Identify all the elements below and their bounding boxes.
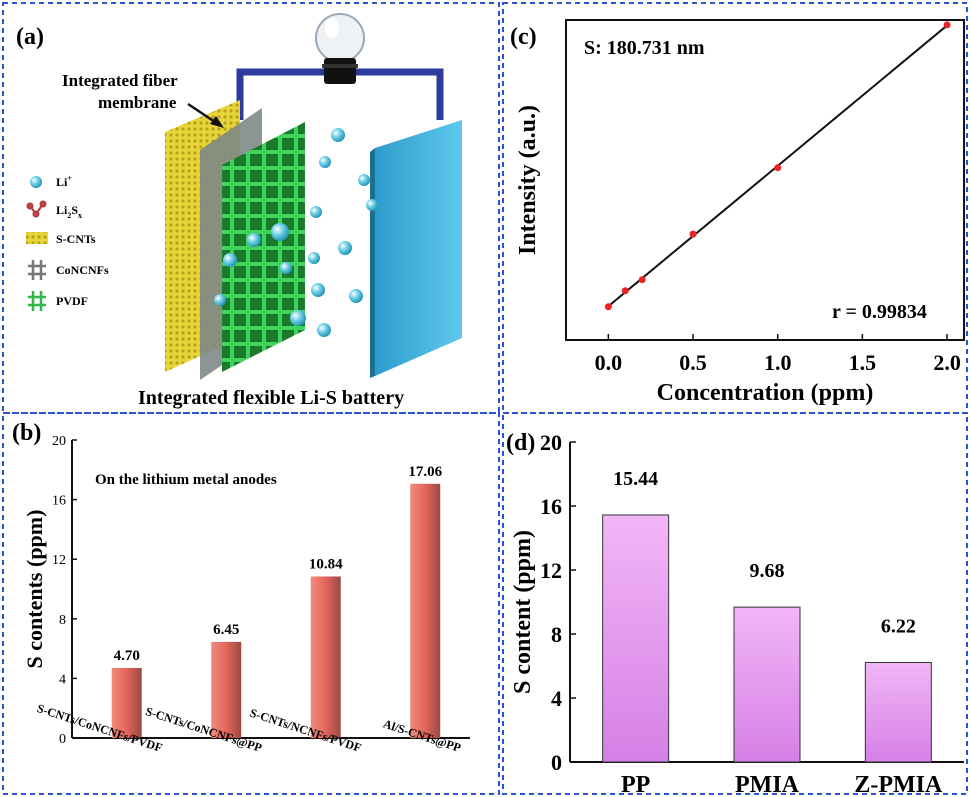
data-label: 10.84 (309, 556, 343, 572)
panel-a-tag: (a) (16, 24, 44, 50)
y-axis-label: Intensity (a.u.) (515, 105, 541, 255)
y-tick-label: 8 (59, 613, 66, 628)
y-tick-label: 16 (540, 494, 562, 519)
bar (211, 641, 242, 738)
data-point (638, 276, 646, 284)
data-label: 4.70 (114, 648, 140, 664)
legend-pvdf-label: PVDF (56, 294, 88, 308)
panel-a: (a) (16, 13, 462, 409)
y-tick-label: 20 (540, 430, 562, 455)
callout-line-2: membrane (98, 93, 177, 112)
data-label: 17.06 (408, 464, 442, 480)
pvdf-grid-icon (28, 291, 46, 311)
concnfs-grid-icon (28, 260, 46, 280)
bar (733, 606, 801, 763)
callout-arrowhead (210, 116, 224, 128)
category-label: PMIA (735, 772, 800, 797)
x-tick-label: 0.5 (679, 350, 707, 375)
panel-a-caption: Integrated flexible Li-S battery (138, 387, 404, 409)
lithium-plate (375, 120, 462, 376)
x-axis-label: Concentration (ppm) (657, 380, 874, 406)
y-tick-label: 12 (52, 553, 66, 568)
bar (864, 661, 932, 763)
s-cnts-swatch-icon (26, 232, 48, 244)
lithium-plate-edge (370, 148, 375, 378)
chart-annotation: On the lithium metal anodes (95, 472, 277, 488)
category-label: PP (621, 772, 650, 797)
y-axis-label: S contents (ppm) (22, 510, 47, 669)
panel-d-tag: (d) (506, 430, 535, 456)
x-tick-label: 1.5 (849, 350, 877, 375)
data-label: 15.44 (613, 468, 658, 490)
y-axis-label: S content (ppm) (510, 530, 536, 694)
legend-li2sx-label: Li2Sx (56, 203, 82, 220)
y-tick-label: 0 (551, 750, 562, 775)
x-tick-label: 1.0 (764, 350, 792, 375)
category-label: S-CNTs/CoNCNFs/PVDF (35, 701, 164, 755)
y-tick-label: 8 (551, 622, 562, 647)
li-ion-sphere-icon (30, 176, 42, 188)
panel-b-tag: (b) (12, 420, 41, 446)
bar (602, 514, 670, 763)
chart-d: 0 4 8 12 16 20 S content (ppm) 15.44 PP 9.68 PMIA 6… (510, 430, 964, 797)
panel-d: (d) 0 4 8 12 16 20 S content (ppm) 15.44 PP 9.68 P… (506, 430, 964, 797)
data-label: 6.45 (213, 622, 239, 638)
polysulfide-molecule-icon (26, 200, 47, 218)
legend-concnfs-label: CoNCNFs (56, 263, 109, 277)
y-tick-label: 0 (59, 732, 66, 747)
category-label: S-CNTs/NCNFs/PVDF (248, 706, 363, 755)
panel-c-tag: (c) (510, 24, 537, 50)
light-bulb-icon (315, 13, 365, 84)
category-label: Z-PMIA (854, 772, 943, 797)
y-tick-label: 20 (52, 434, 66, 449)
y-tick-label: 4 (59, 672, 66, 687)
y-tick-label: 4 (551, 686, 562, 711)
y-tick-label: 16 (52, 494, 66, 509)
data-point (621, 287, 629, 295)
chart-c: 0.0 0.5 1.0 1.5 2.0 Concentration (ppm) Intens… (515, 19, 965, 406)
pvdf-layer (222, 122, 305, 372)
plot-frame (565, 19, 965, 341)
data-point (689, 230, 697, 238)
panel-c: (c) 0.0 0.5 1.0 1.5 2.0 Concentration (ppm) In… (510, 19, 965, 406)
x-tick-label: 0.0 (595, 350, 623, 375)
data-label: 9.68 (750, 560, 785, 582)
data-label: 6.22 (881, 615, 916, 637)
legend-s-cnts-label: S-CNTs (56, 232, 96, 246)
panel-b-border (2, 412, 500, 795)
data-point (943, 21, 951, 29)
li-ions (214, 128, 378, 337)
panel-b: (b) 0 4 8 12 16 20 S contents (ppm) On the lith… (12, 420, 470, 755)
y-tick-label: 12 (540, 558, 562, 583)
annotation-s: S: 180.731 nm (584, 37, 705, 59)
data-point (774, 164, 782, 172)
callout-line-1: Integrated fiber (62, 71, 178, 90)
bar (410, 483, 441, 738)
chart-b: 0 4 8 12 16 20 S contents (ppm) On the lithium … (22, 434, 470, 755)
x-tick-label: 2.0 (933, 350, 961, 375)
panel-c-border (502, 2, 968, 414)
bar (111, 667, 142, 738)
legend-li-label: Li+ (56, 174, 72, 189)
panel-a-legend: Li+ Li2Sx S-CNTs CoNCNFs PVDF (26, 174, 109, 311)
bar (310, 576, 341, 738)
annotation-r: r = 0.99834 (832, 301, 927, 323)
data-point (604, 303, 612, 311)
